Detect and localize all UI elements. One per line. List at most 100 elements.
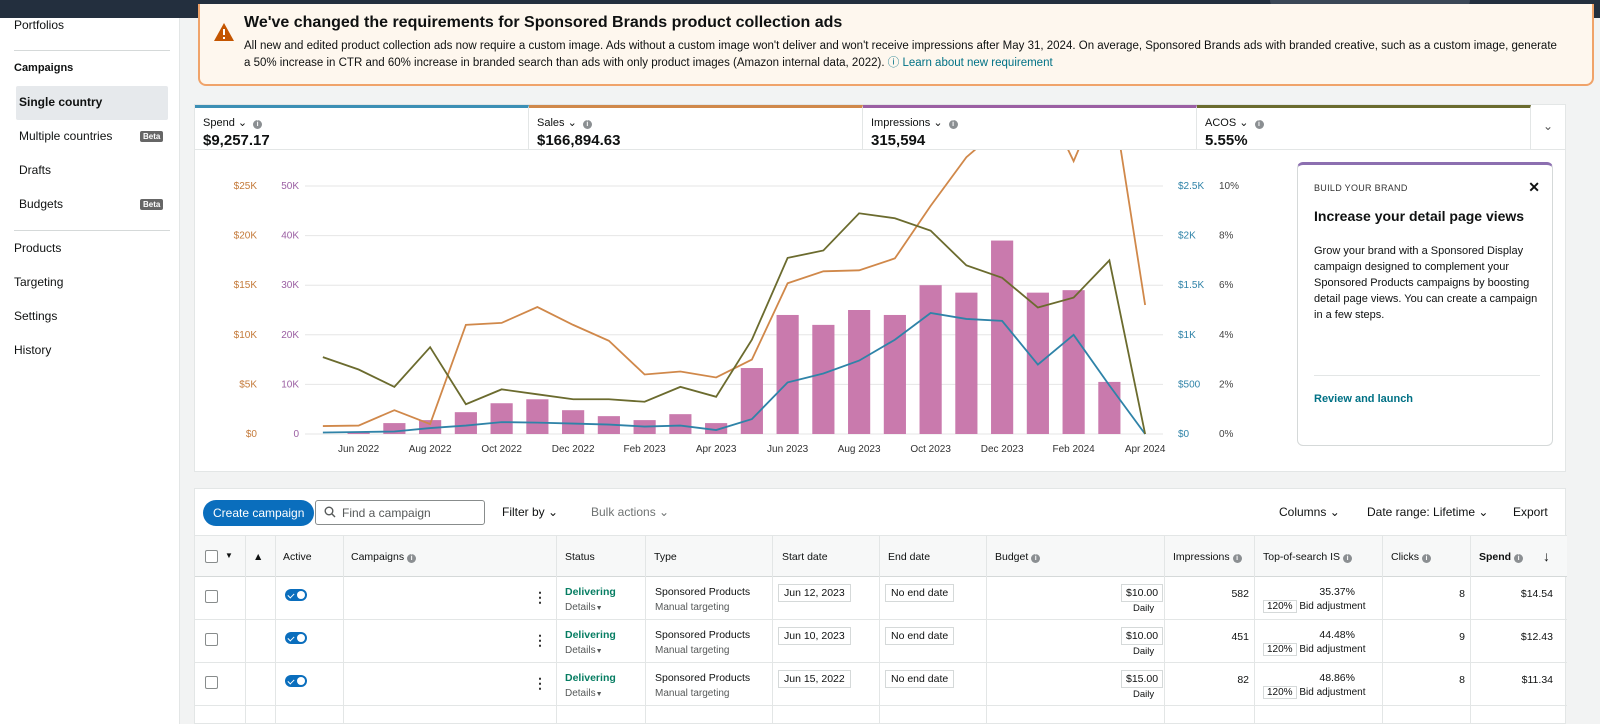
bid-adjustment[interactable]: 120% Bid adjustment xyxy=(1263,643,1366,656)
col-type[interactable]: Type xyxy=(654,551,677,563)
col-campaigns[interactable]: Campaigns i xyxy=(351,551,417,563)
col-top-of-search[interactable]: Top-of-search IS i xyxy=(1263,551,1353,563)
col-divider xyxy=(772,535,773,724)
col-divider xyxy=(245,535,246,724)
chart-bar[interactable] xyxy=(812,324,835,434)
bid-adjustment[interactable]: 120% Bid adjustment xyxy=(1263,600,1366,613)
expand-chevron-icon[interactable]: ⌄ xyxy=(1542,119,1553,133)
chart-bar[interactable] xyxy=(705,423,728,434)
row-checkbox[interactable] xyxy=(205,676,218,689)
details-dropdown[interactable]: Details▼ xyxy=(565,645,603,656)
chevron-down-icon[interactable]: ⌄ xyxy=(933,117,943,129)
alert-title: We've changed the requirements for Spons… xyxy=(244,14,843,31)
axis-tick-label: $25K xyxy=(234,181,258,192)
col-active[interactable]: Active xyxy=(283,551,312,563)
columns-button[interactable]: Columns ⌄ xyxy=(1279,505,1340,519)
chart-bar[interactable] xyxy=(848,310,871,434)
select-all-checkbox[interactable] xyxy=(205,550,218,563)
row-checkbox[interactable] xyxy=(205,590,218,603)
chart-line-spend[interactable] xyxy=(322,312,1146,435)
chart-bar[interactable] xyxy=(526,399,549,434)
campaign-type: Sponsored Products xyxy=(655,586,751,598)
x-tick-label: Oct 2022 xyxy=(481,444,522,455)
end-date-field[interactable]: No end date xyxy=(885,584,955,602)
chart-bar[interactable] xyxy=(991,240,1014,434)
axis-tick-label: $10K xyxy=(234,330,258,341)
chart-bar[interactable] xyxy=(562,410,585,434)
col-spend[interactable]: Spend i xyxy=(1479,551,1524,563)
more-actions-icon[interactable]: ⋮ xyxy=(533,675,547,691)
sidebar-item-portfolios[interactable]: Portfolios xyxy=(14,18,65,32)
chart-bar[interactable] xyxy=(883,314,906,434)
filter-by-button[interactable]: Filter by ⌄ xyxy=(502,505,559,519)
sidebar-item-single-country[interactable]: Single country xyxy=(19,95,103,109)
chart-bar[interactable] xyxy=(919,285,942,434)
details-dropdown[interactable]: Details▼ xyxy=(565,602,603,613)
row-checkbox[interactable] xyxy=(205,633,218,646)
chart-bar[interactable] xyxy=(776,314,799,434)
end-date-field[interactable]: No end date xyxy=(885,670,955,688)
details-dropdown[interactable]: Details▼ xyxy=(565,688,603,699)
sidebar-item-budgets[interactable]: Budgets xyxy=(19,197,64,211)
col-start-date[interactable]: Start date xyxy=(782,551,828,563)
col-clicks[interactable]: Clicks i xyxy=(1391,551,1431,563)
col-status[interactable]: Status xyxy=(565,551,595,563)
chart-bar[interactable] xyxy=(1098,381,1121,434)
active-toggle[interactable] xyxy=(285,632,307,644)
axis-tick-label: 30K xyxy=(281,280,299,291)
metric-spend[interactable]: Spend ⌄ i $9,257.17 xyxy=(195,105,529,151)
sidebar-item-settings[interactable]: Settings xyxy=(14,309,58,323)
col-divider xyxy=(275,535,276,724)
date-range-button[interactable]: Date range: Lifetime ⌄ xyxy=(1367,505,1489,519)
sidebar-item-drafts[interactable]: Drafts xyxy=(19,163,52,177)
chart-bar[interactable] xyxy=(383,423,406,434)
metric-sales[interactable]: Sales ⌄ i $166,894.63 xyxy=(529,105,863,151)
bulk-label: Bulk actions xyxy=(591,505,656,519)
active-toggle[interactable] xyxy=(285,589,307,601)
create-campaign-button[interactable]: Create campaign xyxy=(203,500,315,526)
chevron-down-icon[interactable]: ⌄ xyxy=(567,117,577,129)
metric-acos[interactable]: ACOS ⌄ i 5.55% xyxy=(1197,105,1531,151)
metric-impressions[interactable]: Impressions ⌄ i 315,594 xyxy=(863,105,1197,151)
more-actions-icon[interactable]: ⋮ xyxy=(533,632,547,648)
find-campaign-input[interactable]: Find a campaign xyxy=(315,500,485,525)
start-date-field[interactable]: Jun 10, 2023 xyxy=(778,627,851,645)
more-actions-icon[interactable]: ⋮ xyxy=(533,589,547,605)
chart-bar[interactable] xyxy=(490,403,513,434)
start-date-field[interactable]: Jun 15, 2022 xyxy=(778,670,851,688)
start-date-field[interactable]: Jun 12, 2023 xyxy=(778,584,851,602)
learn-more-link[interactable]: ⓘ Learn about new requirement xyxy=(888,57,1053,69)
col-divider xyxy=(1254,535,1255,724)
budget-field[interactable]: $10.00 xyxy=(1121,627,1164,645)
budget-field[interactable]: $10.00 xyxy=(1121,584,1164,602)
info-icon: i xyxy=(1422,554,1431,563)
chart-bar[interactable] xyxy=(1062,290,1085,434)
chart-bar[interactable] xyxy=(419,420,442,434)
review-and-launch-link[interactable]: Review and launch xyxy=(1314,393,1414,405)
sidebar-item-multiple-countries[interactable]: Multiple countries xyxy=(19,129,113,143)
sort-descending-icon[interactable]: ↓ xyxy=(1543,548,1550,564)
chevron-down-icon[interactable]: ⌄ xyxy=(237,117,248,129)
bid-adjustment[interactable]: 120% Bid adjustment xyxy=(1263,686,1366,699)
sidebar-item-history[interactable]: History xyxy=(14,343,52,357)
sidebar-item-products[interactable]: Products xyxy=(14,241,62,255)
budget-field[interactable]: $15.00 xyxy=(1121,670,1164,688)
export-button[interactable]: Export xyxy=(1513,505,1548,519)
sidebar-item-targeting[interactable]: Targeting xyxy=(14,275,64,289)
bulk-actions-button[interactable]: Bulk actions ⌄ xyxy=(591,505,670,519)
chart-bar[interactable] xyxy=(740,368,763,434)
chart-line-acos[interactable] xyxy=(322,212,1147,435)
close-icon[interactable]: ✕ xyxy=(1528,179,1540,195)
select-dropdown-icon[interactable]: ▼ xyxy=(225,551,233,560)
table-row: ⋮ Delivering Details▼ Sponsored Products Man… xyxy=(195,663,1567,706)
active-toggle[interactable] xyxy=(285,675,307,687)
chart-bar[interactable] xyxy=(454,412,477,434)
col-end-date[interactable]: End date xyxy=(888,551,931,563)
chart-bar[interactable] xyxy=(955,292,978,434)
col-impressions[interactable]: Impressions i xyxy=(1173,551,1242,563)
chart-bar[interactable] xyxy=(669,414,692,434)
end-date-field[interactable]: No end date xyxy=(885,627,955,645)
col-budget[interactable]: Budget i xyxy=(995,551,1041,563)
chevron-down-icon[interactable]: ⌄ xyxy=(1239,117,1249,129)
chart-bar[interactable] xyxy=(347,432,370,434)
